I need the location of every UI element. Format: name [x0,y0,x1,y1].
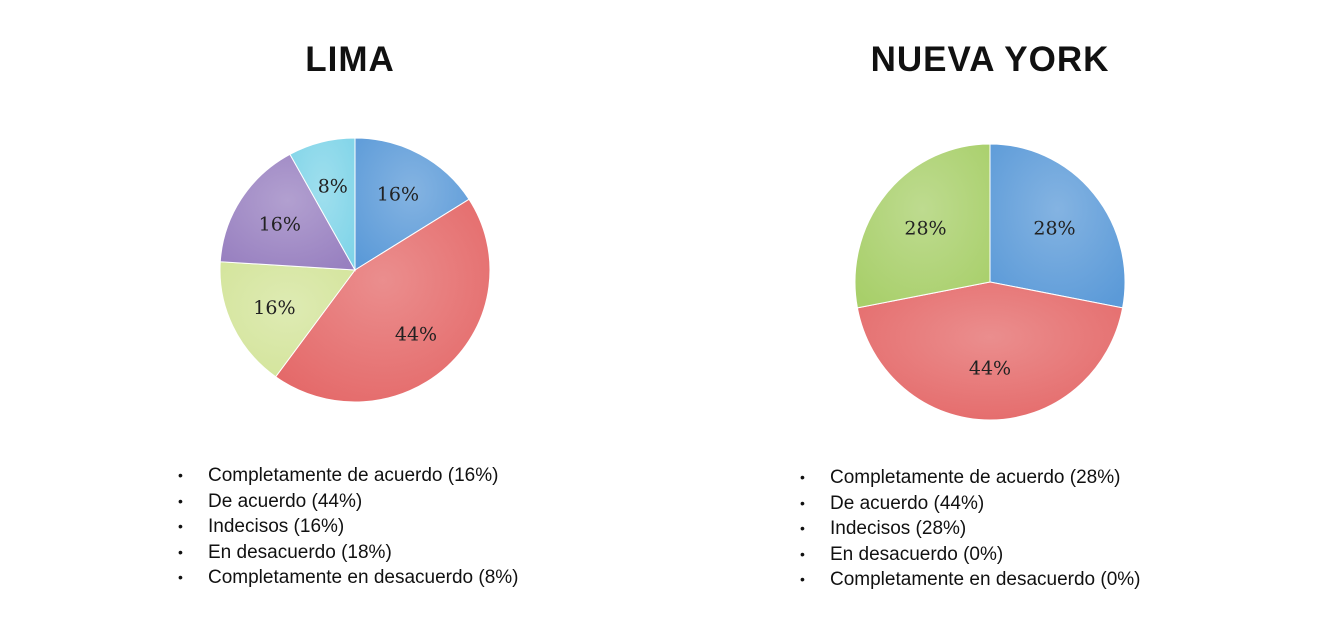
legend-label: De acuerdo (44%) [830,492,985,514]
pie-chart-nueva-york: 28% 44% 28% [854,143,1126,421]
legend-label: Completamente en desacuerdo (0%) [830,569,1141,590]
pie-slice [989,143,1126,309]
legend-label: De acuerdo (44%) [208,490,363,512]
legend-item: • Completamente de acuerdo (28%) [800,465,1141,491]
legend-label: Indecisos (16%) [208,516,345,537]
legend-label: Completamente en desacuerdo (8%) [208,567,519,588]
legend-item: • Completamente de acuerdo (16%) [178,463,519,489]
bullet-icon: • [178,467,183,483]
bullet-icon: • [800,494,805,511]
slice-label: 16% [377,184,419,206]
legend-label: En desacuerdo (0%) [830,543,1004,565]
pie-slice [854,143,991,309]
slice-label: 44% [969,358,1011,380]
legend-nueva-york: • Completamente de acuerdo (28%) • De acue… [800,465,1141,593]
bullet-icon: • [800,545,805,562]
slice-label: 44% [395,324,437,346]
legend-item: • Completamente en desacuerdo (0%) [800,567,1141,593]
pie-slice [219,261,356,378]
slice-label: 16% [259,213,301,235]
legend-label: Completamente de acuerdo (28%) [830,467,1121,488]
pie-chart-lima: 16% 44% 16% 16% 8% [219,137,491,403]
bullet-icon: • [800,571,805,587]
bullet-icon: • [800,520,805,536]
legend-item: • Completamente en desacuerdo (8%) [178,565,519,591]
legend-item: • Indecisos (28%) [800,516,1141,542]
bullet-icon: • [178,492,183,509]
legend-lima: • Completamente de acuerdo (16%) • De acue… [178,463,519,591]
chart-panel-nueva-york: NUEVA YORK 28% 44% 28% • Completamente de a… [660,0,1318,635]
slice-label: 28% [904,218,946,240]
legend-item: • De acuerdo (44%) [800,491,1141,517]
legend-label: Completamente de acuerdo (16%) [208,465,499,486]
legend-label: En desacuerdo (18%) [208,541,392,563]
legend-item: • En desacuerdo (18%) [178,540,519,566]
pie-slice [219,153,356,271]
slice-label: 16% [253,297,295,319]
legend-item: • Indecisos (16%) [178,514,519,540]
bullet-icon: • [178,543,183,560]
bullet-icon: • [178,569,183,585]
pie-slice [354,137,470,271]
chart-panel-lima: LIMA 16% 44% 16% 16% 8% • Completamente de ac… [178,40,519,591]
slice-label: 28% [1033,218,1075,240]
pie-slice [274,198,491,403]
bullet-icon: • [800,469,805,485]
legend-item: • En desacuerdo (0%) [800,542,1141,568]
legend-label: Indecisos (28%) [830,518,967,539]
slice-label: 8% [318,176,348,198]
chart-title: LIMA [305,40,395,79]
legend-item: • De acuerdo (44%) [178,489,519,515]
pie-slice [289,137,356,272]
pie-slice [856,281,1124,421]
bullet-icon: • [178,518,183,534]
chart-title: NUEVA YORK [870,40,1110,79]
